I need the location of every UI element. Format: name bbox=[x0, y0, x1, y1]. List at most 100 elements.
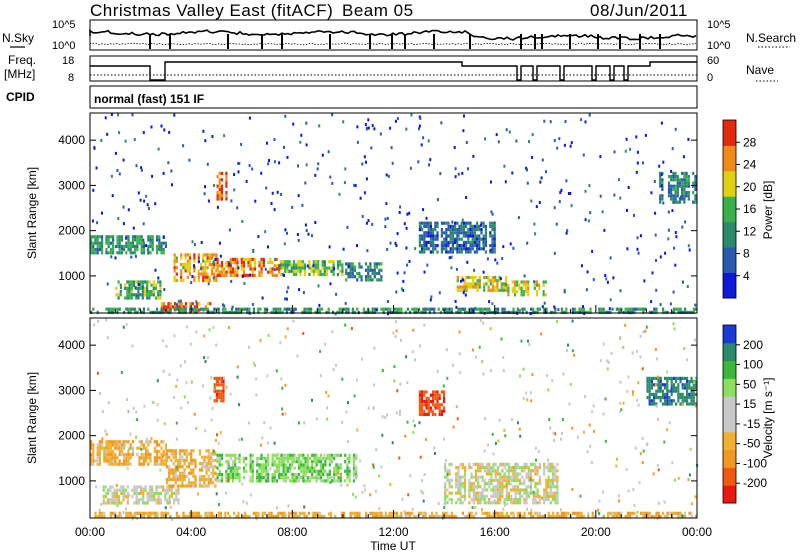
data-cell bbox=[491, 224, 494, 228]
data-cell bbox=[646, 396, 649, 400]
data-cell bbox=[481, 494, 484, 498]
data-cell bbox=[143, 293, 147, 297]
data-cell bbox=[109, 459, 112, 463]
data-cell bbox=[147, 511, 150, 515]
noise-cell bbox=[606, 367, 609, 371]
data-cell bbox=[253, 261, 257, 265]
noise-cell bbox=[403, 222, 406, 226]
data-cell bbox=[479, 494, 482, 498]
data-cell bbox=[469, 285, 473, 289]
data-cell bbox=[267, 270, 270, 274]
data-cell bbox=[659, 175, 662, 179]
noise-cell bbox=[214, 257, 217, 261]
data-cell bbox=[688, 402, 691, 406]
noise-cell bbox=[519, 374, 521, 378]
data-cell bbox=[140, 440, 143, 444]
data-cell bbox=[311, 469, 314, 473]
data-cell bbox=[324, 456, 327, 461]
data-cell bbox=[476, 240, 479, 244]
data-cell bbox=[249, 257, 252, 261]
data-cell bbox=[443, 406, 446, 410]
data-cell bbox=[105, 453, 108, 457]
data-cell bbox=[220, 191, 224, 195]
noise-cell bbox=[354, 465, 357, 469]
data-cell bbox=[345, 262, 348, 266]
data-cell bbox=[472, 494, 475, 498]
data-cell bbox=[135, 293, 138, 297]
data-cell bbox=[490, 469, 493, 473]
data-cell bbox=[516, 462, 519, 466]
data-cell bbox=[505, 514, 508, 519]
data-cell bbox=[291, 479, 294, 483]
data-cell bbox=[236, 264, 239, 268]
data-cell bbox=[494, 501, 497, 505]
data-cell bbox=[216, 479, 219, 483]
data-cell bbox=[348, 472, 351, 477]
data-cell bbox=[304, 460, 307, 464]
data-cell bbox=[444, 310, 447, 314]
data-cell bbox=[486, 514, 489, 519]
noise-cell bbox=[454, 299, 457, 303]
nsky-top-tick: 10^5 bbox=[52, 19, 76, 31]
data-cell bbox=[454, 237, 457, 241]
noise-cell bbox=[98, 508, 101, 512]
data-cell bbox=[96, 248, 99, 252]
data-cell bbox=[524, 280, 528, 284]
noise-cell bbox=[656, 464, 659, 467]
data-cell bbox=[551, 475, 555, 479]
noise-cell bbox=[505, 483, 508, 487]
data-cell bbox=[107, 244, 110, 248]
data-cell bbox=[492, 310, 495, 314]
data-cell bbox=[148, 491, 151, 495]
data-cell bbox=[340, 514, 343, 519]
data-cell bbox=[123, 443, 126, 447]
noise-cell bbox=[603, 228, 606, 232]
noise-cell bbox=[273, 268, 276, 272]
data-cell bbox=[115, 495, 118, 499]
data-cell bbox=[479, 485, 482, 489]
noise-cell bbox=[508, 130, 511, 134]
data-cell bbox=[136, 511, 139, 515]
data-cell bbox=[107, 449, 110, 453]
noise-cell bbox=[393, 365, 396, 369]
data-cell bbox=[198, 468, 202, 472]
data-cell bbox=[522, 290, 525, 294]
x-tick-label: 16:00 bbox=[480, 525, 510, 539]
noise-cell bbox=[412, 328, 415, 332]
data-cell bbox=[301, 260, 304, 264]
data-cell bbox=[667, 191, 671, 195]
data-cell bbox=[292, 514, 295, 519]
data-cell bbox=[123, 446, 126, 450]
data-cell bbox=[471, 247, 474, 251]
data-cell bbox=[481, 511, 484, 515]
data-cell bbox=[158, 462, 161, 466]
data-cell bbox=[373, 511, 376, 515]
time-x-axis: 00:00 04:00 08:00 12:00 16:00 20:00 00:00 bbox=[75, 305, 712, 539]
noise-cell bbox=[374, 490, 377, 493]
data-cell bbox=[667, 184, 671, 188]
data-cell bbox=[137, 501, 140, 505]
data-cell bbox=[479, 462, 482, 466]
data-cell bbox=[98, 248, 101, 252]
data-cell bbox=[116, 440, 119, 444]
noise-cell bbox=[548, 418, 551, 421]
data-cell bbox=[461, 285, 464, 289]
data-cell bbox=[688, 380, 691, 384]
data-cell bbox=[181, 458, 184, 462]
data-cell bbox=[516, 511, 519, 515]
data-cell bbox=[425, 231, 428, 235]
data-cell bbox=[491, 221, 494, 225]
data-cell bbox=[420, 310, 423, 314]
noise-cell bbox=[95, 485, 98, 489]
noise-cell bbox=[317, 162, 320, 166]
data-cell bbox=[326, 456, 329, 461]
data-cell bbox=[302, 463, 305, 467]
data-cell bbox=[552, 310, 555, 314]
data-cell bbox=[160, 456, 163, 460]
data-cell bbox=[445, 247, 448, 251]
noise-cell bbox=[259, 339, 262, 343]
data-cell bbox=[482, 221, 485, 225]
data-cell bbox=[333, 469, 336, 473]
noise-cell bbox=[177, 299, 180, 303]
data-cell bbox=[512, 478, 515, 482]
